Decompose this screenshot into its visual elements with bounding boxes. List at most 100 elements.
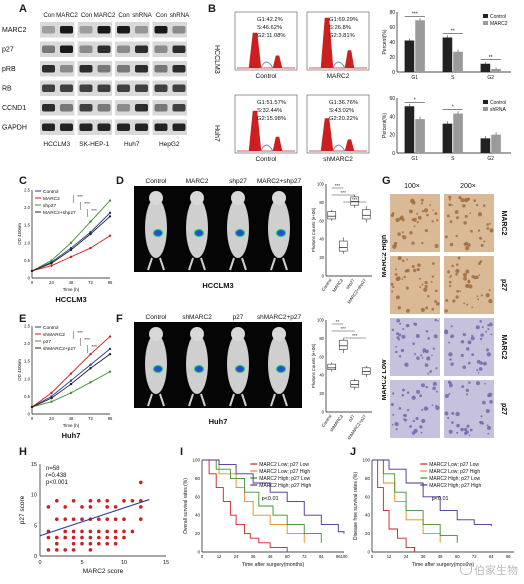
- stained-cell: [469, 428, 473, 432]
- protein-label: pRB: [2, 66, 16, 73]
- stained-cell: [395, 295, 400, 300]
- stained-cell: [450, 362, 454, 366]
- stained-cell: [403, 413, 407, 418]
- stained-cell: [401, 259, 405, 263]
- stained-cell: [397, 338, 400, 341]
- stained-cell: [477, 229, 481, 232]
- stained-cell: [425, 306, 429, 310]
- sig-mark: ***: [352, 197, 358, 203]
- x-tick-label: 60: [455, 554, 460, 559]
- stained-cell: [486, 352, 491, 357]
- blot-strip: [115, 100, 150, 116]
- mouse-leg: [241, 393, 247, 407]
- stained-cell: [395, 217, 400, 223]
- y-tick-label: 10: [31, 493, 37, 499]
- stained-cell: [479, 337, 483, 341]
- protein-label: GAPDH: [2, 125, 27, 132]
- series-point: [69, 391, 73, 395]
- stained-cell: [465, 246, 470, 251]
- y-tick-label: 20: [319, 391, 324, 396]
- y-tick-label: 100: [192, 458, 200, 463]
- stained-cell: [476, 204, 479, 207]
- stained-cell: [444, 309, 448, 313]
- stained-cell: [454, 210, 459, 214]
- bar: [404, 40, 415, 72]
- stained-cell: [395, 350, 398, 354]
- stained-cell: [411, 395, 416, 400]
- series-point: [108, 347, 112, 351]
- scatter-point: [105, 499, 109, 503]
- legend-label: Control: [43, 325, 58, 331]
- stained-cell: [417, 215, 422, 220]
- mouse-head: [149, 327, 163, 341]
- stained-cell: [463, 272, 467, 277]
- sig-mark: *: [452, 105, 454, 111]
- histogram-label: shMARC2: [323, 156, 353, 163]
- stained-cell: [421, 241, 424, 245]
- y-tick-label: 60: [365, 494, 371, 499]
- x-axis-label: Time (h): [63, 287, 80, 292]
- mouse-leg: [282, 393, 288, 407]
- stained-cell: [409, 425, 412, 428]
- y-tick-label: 1.0: [24, 240, 30, 245]
- panel-letter-b: B: [208, 3, 216, 15]
- stained-cell: [419, 277, 421, 280]
- x-axis-label: MARC2 score: [83, 568, 124, 575]
- scatter-point: [88, 529, 93, 534]
- blot-band: [154, 84, 168, 92]
- histogram-label: Control: [256, 156, 278, 163]
- y-tick-label: 80: [365, 476, 371, 481]
- x-tick-label: G1: [411, 156, 418, 162]
- regression-line: [39, 499, 150, 537]
- series-point: [30, 269, 34, 273]
- scatter-point: [88, 548, 93, 552]
- scatter-point: [88, 535, 93, 540]
- stained-cell: [488, 299, 493, 304]
- blot-band: [154, 45, 168, 53]
- scatter-point: [88, 505, 93, 509]
- stained-cell: [448, 203, 452, 207]
- y-tick-label: 40: [195, 513, 201, 518]
- stained-cell: [462, 332, 466, 337]
- blot-band: [97, 65, 111, 73]
- lane-label: Con: [118, 12, 130, 19]
- stained-cell: [464, 197, 469, 203]
- ihc-tile: [390, 380, 440, 438]
- x-tick-label: shp27: [345, 277, 356, 290]
- stained-cell: [427, 337, 431, 340]
- lane-label: shRNA: [170, 12, 190, 19]
- box-iqr: [361, 209, 371, 220]
- blot-band: [42, 65, 55, 73]
- stained-cell: [455, 295, 459, 299]
- blot-band: [172, 45, 186, 53]
- y-tick-label: 2.0: [24, 205, 30, 210]
- x-tick-label: S: [451, 75, 455, 81]
- stained-cell: [393, 241, 398, 246]
- x-tick-label: MARC2: [331, 277, 344, 293]
- watermark-logo-icon: [460, 563, 472, 575]
- stained-cell: [396, 276, 401, 281]
- box-iqr: [327, 363, 337, 370]
- x-tick-label: 96: [108, 416, 113, 421]
- series-point: [30, 405, 34, 409]
- lane-label: MARC2: [56, 12, 78, 19]
- stained-cell: [421, 210, 424, 213]
- y-tick-label: 20: [389, 133, 395, 139]
- mouse-leg: [147, 393, 153, 407]
- y-tick-label: 0: [367, 550, 370, 555]
- y-axis-label: Photons Counts (e+06): [311, 207, 316, 252]
- stained-cell: [415, 334, 420, 338]
- blot-strip: [40, 41, 75, 57]
- histogram-label: Control: [256, 73, 278, 80]
- series-point: [50, 264, 53, 267]
- stained-cell: [448, 341, 451, 344]
- blot-band: [60, 104, 73, 112]
- sig-mark: ***: [91, 344, 97, 350]
- blot-band: [135, 104, 148, 112]
- stained-cell: [463, 221, 467, 225]
- stained-cell: [394, 244, 397, 248]
- g2-percent: G2:15.98%: [257, 116, 286, 122]
- x-tick-label: 72: [302, 554, 307, 559]
- legend-swatch: [483, 100, 488, 104]
